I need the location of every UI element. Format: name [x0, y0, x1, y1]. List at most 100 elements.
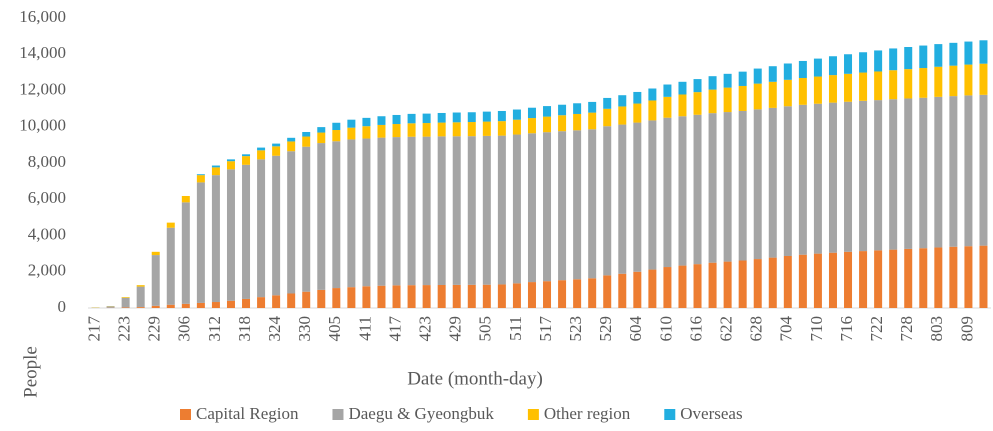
bar-segment [422, 136, 431, 286]
bar-segment [287, 137, 296, 142]
y-tick-label: 2,000 [28, 261, 66, 280]
bar-segment [196, 302, 205, 308]
bar-segment [317, 132, 326, 144]
bar-segment [407, 123, 416, 137]
bar-segment [964, 95, 973, 247]
bar-segment [844, 73, 853, 102]
bar-segment [377, 137, 386, 286]
bar-segment [226, 161, 235, 170]
x-tick-label: 505 [476, 316, 495, 342]
bar-segment [753, 109, 762, 260]
y-tick-label: 4,000 [28, 224, 66, 243]
bar-segment [543, 281, 552, 308]
bar-segment [136, 286, 145, 308]
bar-segment [242, 298, 251, 308]
bar-segment [543, 132, 552, 282]
y-tick-label: 6,000 [28, 188, 66, 207]
x-tick-label: 417 [385, 316, 404, 342]
bar-segment [678, 116, 687, 266]
bar-segment [889, 99, 898, 250]
bar-segment [512, 109, 521, 120]
bar-segment [979, 63, 988, 95]
bar-segment [904, 98, 913, 249]
legend-swatch [180, 409, 191, 420]
bar-segment [678, 265, 687, 308]
legend-label: Overseas [680, 404, 742, 423]
bar-segment [979, 40, 988, 64]
bar-segment [257, 150, 266, 160]
bar-segment [377, 124, 386, 138]
x-tick-label: 716 [837, 316, 856, 342]
bar-segment [663, 84, 672, 97]
bar-segment [106, 306, 115, 308]
bar-segment [573, 130, 582, 280]
x-tick-label: 517 [536, 316, 555, 342]
bar-segment [633, 271, 642, 308]
bar-segment [798, 60, 807, 78]
bar-segment [828, 102, 837, 253]
bar-segment [813, 103, 822, 254]
x-tick-label: 722 [867, 316, 886, 342]
bar-segment [768, 107, 777, 258]
bar-segment [196, 175, 205, 183]
bar-segment [512, 283, 521, 308]
bar-segment [211, 167, 220, 176]
bar-segment [738, 85, 747, 111]
bar-segment [618, 95, 627, 107]
bar-segment [527, 118, 536, 134]
bar-segment [934, 44, 943, 67]
bar-segment [738, 71, 747, 86]
bar-segment [723, 112, 732, 262]
bar-segment [332, 141, 341, 289]
bar-segment [693, 264, 702, 308]
bar-segment [482, 135, 491, 285]
bar-segment [874, 250, 883, 308]
bar-segment [573, 279, 582, 308]
bar-segment [151, 251, 160, 256]
bar-segment [332, 122, 341, 131]
x-tick-label: 610 [656, 316, 675, 342]
legend-swatch [332, 409, 344, 420]
bar-segment [934, 96, 943, 248]
bar-segment [347, 139, 356, 288]
bar-segment [211, 165, 220, 168]
bar-segment [362, 286, 371, 308]
bar-segment [648, 100, 657, 121]
bar-segment [783, 106, 792, 256]
bar-segment [588, 101, 597, 113]
bar-segment [934, 66, 943, 97]
bar-segment [964, 246, 973, 308]
bar-segment [919, 45, 928, 69]
bar-segment [588, 129, 597, 279]
bar-segment [558, 131, 567, 281]
legend-label: Other region [544, 404, 631, 423]
bar-segment [603, 275, 612, 308]
bar-segment [844, 251, 853, 308]
bar-segment [362, 126, 371, 139]
bar-segment [527, 133, 536, 283]
bar-segment [889, 249, 898, 308]
bar-segment [407, 285, 416, 308]
bar-segment [979, 245, 988, 308]
bar-segment [648, 88, 657, 101]
bar-segment [196, 174, 205, 176]
bar-segment [287, 151, 296, 294]
bar-segment [979, 94, 988, 246]
bar-segment [317, 143, 326, 290]
bar-segment [392, 285, 401, 308]
bar-segment [347, 127, 356, 140]
bar-segment [392, 114, 401, 125]
x-tick-label: 312 [205, 316, 224, 342]
bar-segment [844, 101, 853, 252]
bar-segment [422, 113, 431, 124]
x-tick-label: 809 [957, 316, 976, 342]
bar-segment [302, 136, 311, 147]
bar-segment [211, 302, 220, 308]
bar-segment [242, 156, 251, 165]
bar-segment [497, 135, 506, 285]
bar-segment [437, 284, 446, 308]
x-tick-label: 429 [446, 316, 465, 342]
bar-segment [136, 307, 145, 308]
bar-segment [874, 50, 883, 72]
x-tick-label: 411 [355, 316, 374, 341]
